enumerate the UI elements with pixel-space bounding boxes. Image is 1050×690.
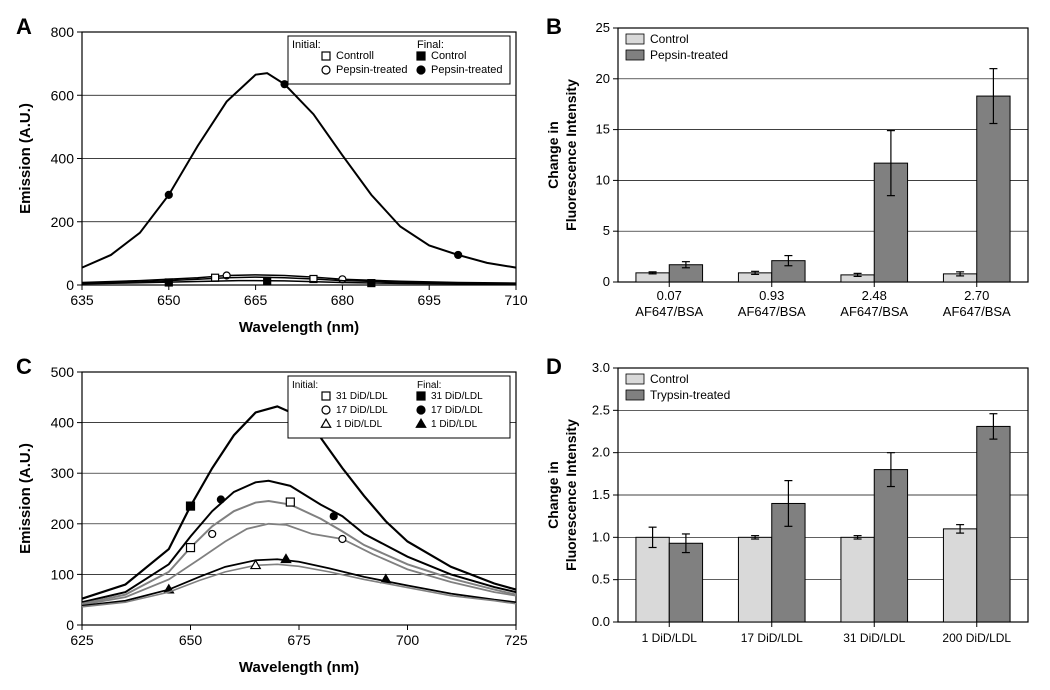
svg-text:0.07: 0.07 bbox=[657, 288, 682, 303]
svg-text:Pepsin-treated: Pepsin-treated bbox=[336, 64, 408, 76]
svg-text:17 DiD/LDL: 17 DiD/LDL bbox=[431, 405, 483, 416]
svg-text:700: 700 bbox=[396, 632, 420, 648]
svg-text:2.48: 2.48 bbox=[862, 288, 887, 303]
svg-text:1 DiD/LDL: 1 DiD/LDL bbox=[642, 631, 698, 645]
svg-text:695: 695 bbox=[418, 292, 442, 308]
svg-text:10: 10 bbox=[596, 172, 610, 187]
svg-text:Controll: Controll bbox=[336, 50, 374, 62]
svg-text:1 DiD/LDL: 1 DiD/LDL bbox=[336, 419, 383, 430]
panel-d-label: D bbox=[546, 354, 562, 380]
svg-text:500: 500 bbox=[51, 364, 75, 380]
svg-text:0.0: 0.0 bbox=[592, 614, 610, 629]
svg-text:AF647/BSA: AF647/BSA bbox=[635, 304, 703, 319]
svg-text:25: 25 bbox=[596, 20, 610, 35]
svg-text:Initial:: Initial: bbox=[292, 380, 318, 391]
panel-d: D 0.0 0.5 1.0 1.5 2.0 2.5 3.0 Change inFluoresc… bbox=[540, 350, 1040, 680]
svg-text:200: 200 bbox=[51, 214, 75, 230]
svg-text:Fluorescence Intensity: Fluorescence Intensity bbox=[563, 79, 579, 231]
svg-text:Initial:: Initial: bbox=[292, 39, 321, 51]
svg-text:5: 5 bbox=[603, 223, 610, 238]
chart-a: 0 200 400 600 800 635 650 665 680 695 710 Wavelengt… bbox=[10, 10, 530, 340]
svg-text:20: 20 bbox=[596, 71, 610, 86]
svg-text:625: 625 bbox=[70, 632, 94, 648]
svg-text:Pepsin-treated: Pepsin-treated bbox=[431, 64, 503, 76]
svg-text:31 DiD/LDL: 31 DiD/LDL bbox=[843, 631, 905, 645]
svg-text:600: 600 bbox=[51, 87, 75, 103]
chart-c: 0 100 200 300 400 500 625 650 675 700 725 Wavelengt… bbox=[10, 350, 530, 680]
figure-grid: A 0200400600800635650665680695710Wavelen… bbox=[10, 10, 1040, 680]
svg-text:31 DiD/LDL: 31 DiD/LDL bbox=[431, 391, 483, 402]
svg-text:665: 665 bbox=[244, 292, 268, 308]
panel-c: C 0 100 200 300 400 500 625 650 675 700 725 Wavelen… bbox=[10, 350, 530, 680]
svg-text:800: 800 bbox=[51, 24, 75, 40]
svg-text:2.0: 2.0 bbox=[592, 445, 610, 460]
svg-text:400: 400 bbox=[51, 415, 75, 431]
svg-text:Wavelength (nm): Wavelength (nm) bbox=[239, 319, 359, 336]
svg-text:1 DiD/LDL: 1 DiD/LDL bbox=[431, 419, 478, 430]
svg-text:200: 200 bbox=[51, 516, 75, 532]
svg-text:3.0: 3.0 bbox=[592, 360, 610, 375]
svg-text:Trypsin-treated: Trypsin-treated bbox=[650, 388, 730, 402]
svg-text:Fluorescence Intensity: Fluorescence Intensity bbox=[563, 419, 579, 571]
panel-a-label: A bbox=[16, 14, 32, 40]
svg-text:200 DiD/LDL: 200 DiD/LDL bbox=[942, 631, 1011, 645]
svg-text:0.5: 0.5 bbox=[592, 572, 610, 587]
svg-text:400: 400 bbox=[51, 151, 75, 167]
svg-text:100: 100 bbox=[51, 566, 75, 582]
svg-text:0: 0 bbox=[66, 617, 74, 633]
svg-text:0.93: 0.93 bbox=[759, 288, 784, 303]
svg-text:Emission (A.U.): Emission (A.U.) bbox=[17, 443, 34, 554]
svg-text:Change in: Change in bbox=[545, 461, 561, 529]
svg-text:1.5: 1.5 bbox=[592, 487, 610, 502]
svg-text:AF647/BSA: AF647/BSA bbox=[840, 304, 908, 319]
svg-text:AF647/BSA: AF647/BSA bbox=[943, 304, 1011, 319]
panel-a: A 0 200 400 600 800 635 650 665 680 695 710 Wavelen… bbox=[10, 10, 530, 340]
svg-text:Control: Control bbox=[431, 50, 466, 62]
svg-text:675: 675 bbox=[287, 632, 311, 648]
svg-text:Pepsin-treated: Pepsin-treated bbox=[650, 48, 728, 62]
svg-text:Emission (A.U.): Emission (A.U.) bbox=[17, 103, 34, 214]
svg-text:AF647/BSA: AF647/BSA bbox=[738, 304, 806, 319]
svg-text:17 DiD/LDL: 17 DiD/LDL bbox=[741, 631, 803, 645]
panel-b: B 0 5 10 15 20 25 Change inFluorescence Intens… bbox=[540, 10, 1040, 340]
svg-text:680: 680 bbox=[331, 292, 355, 308]
svg-text:31 DiD/LDL: 31 DiD/LDL bbox=[336, 391, 388, 402]
svg-text:725: 725 bbox=[504, 632, 528, 648]
svg-text:2.5: 2.5 bbox=[592, 402, 610, 417]
svg-text:650: 650 bbox=[179, 632, 203, 648]
svg-text:0: 0 bbox=[66, 277, 74, 293]
svg-text:300: 300 bbox=[51, 465, 75, 481]
chart-b: 0 5 10 15 20 25 Change inFluorescence Intensit… bbox=[540, 10, 1040, 340]
svg-text:0: 0 bbox=[603, 274, 610, 289]
svg-text:17 DiD/LDL: 17 DiD/LDL bbox=[336, 405, 388, 416]
svg-text:2.70: 2.70 bbox=[964, 288, 989, 303]
svg-text:Control: Control bbox=[650, 372, 689, 386]
svg-text:Control: Control bbox=[650, 32, 689, 46]
svg-text:710: 710 bbox=[504, 292, 528, 308]
svg-text:650: 650 bbox=[157, 292, 181, 308]
panel-c-label: C bbox=[16, 354, 32, 380]
svg-text:Final:: Final: bbox=[417, 380, 441, 391]
chart-d: 0.0 0.5 1.0 1.5 2.0 2.5 3.0 Change inFluorescen… bbox=[540, 350, 1040, 680]
svg-text:Change in: Change in bbox=[545, 121, 561, 189]
svg-text:1.0: 1.0 bbox=[592, 529, 610, 544]
svg-text:15: 15 bbox=[596, 122, 610, 137]
svg-text:Wavelength (nm): Wavelength (nm) bbox=[239, 659, 359, 676]
panel-b-label: B bbox=[546, 14, 562, 40]
svg-text:635: 635 bbox=[70, 292, 94, 308]
